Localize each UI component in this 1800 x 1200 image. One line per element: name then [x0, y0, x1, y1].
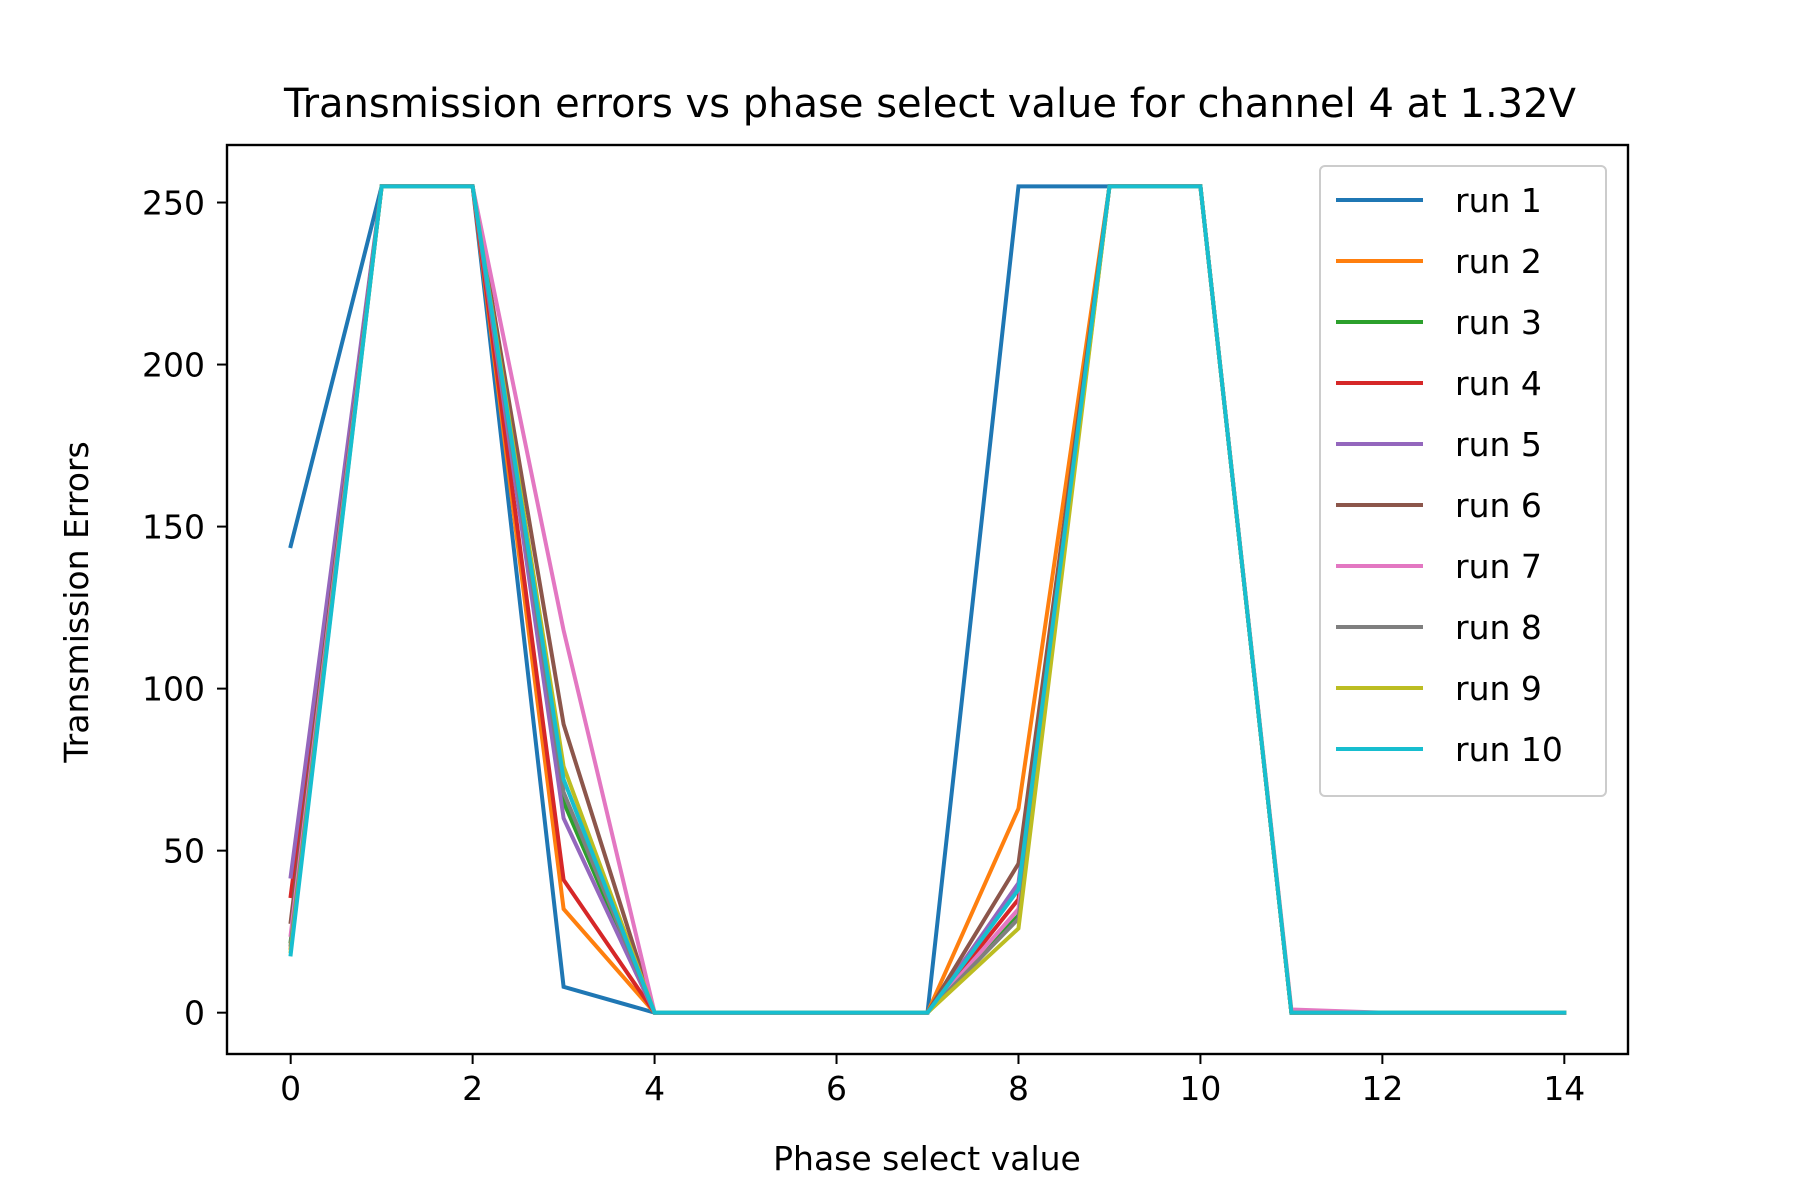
y-tick-label-0: 0 [184, 994, 205, 1033]
legend-label-run-3: run 3 [1455, 303, 1542, 342]
y-tick-label-200: 200 [142, 346, 205, 385]
x-axis-label: Phase select value [773, 1139, 1081, 1178]
legend-label-run-7: run 7 [1455, 547, 1542, 586]
legend-label-run-8: run 8 [1455, 608, 1542, 647]
x-tick-label-0: 0 [280, 1069, 301, 1108]
y-tick-label-100: 100 [142, 670, 205, 709]
y-axis-label: Transmission Errors [57, 441, 96, 763]
chart-title: Transmission errors vs phase select valu… [283, 81, 1577, 127]
y-tick-label-150: 150 [142, 508, 205, 547]
legend-label-run-5: run 5 [1455, 425, 1542, 464]
legend: run 1 run 2 run 3 run 4 run 5 run 6 run 7 run 8… [1319, 165, 1607, 797]
x-tick-label-10: 10 [1179, 1069, 1221, 1108]
y-axis: 0 50 100 150 200 250 [142, 184, 227, 1033]
legend-label-run-9: run 9 [1455, 669, 1542, 708]
legend-label-run-10: run 10 [1455, 730, 1563, 769]
x-tick-label-6: 6 [826, 1069, 847, 1108]
plot-area [288, 184, 1567, 1015]
x-tick-label-14: 14 [1543, 1069, 1585, 1108]
legend-label-run-2: run 2 [1455, 242, 1542, 281]
x-tick-label-8: 8 [1008, 1069, 1029, 1108]
x-tick-label-2: 2 [462, 1069, 483, 1108]
x-tick-label-4: 4 [644, 1069, 665, 1108]
series-lines [288, 184, 1567, 1015]
y-tick-label-250: 250 [142, 184, 205, 223]
plot-frame [225, 143, 1630, 1056]
legend-label-run-4: run 4 [1455, 364, 1542, 403]
legend-label-run-6: run 6 [1455, 486, 1542, 525]
series-line-run-10 [288, 184, 1567, 1015]
legend-label-run-1: run 1 [1455, 181, 1542, 220]
y-tick-label-50: 50 [163, 832, 205, 871]
x-tick-label-12: 12 [1361, 1069, 1403, 1108]
x-axis: 0 2 4 6 8 10 12 14 [280, 1054, 1585, 1108]
